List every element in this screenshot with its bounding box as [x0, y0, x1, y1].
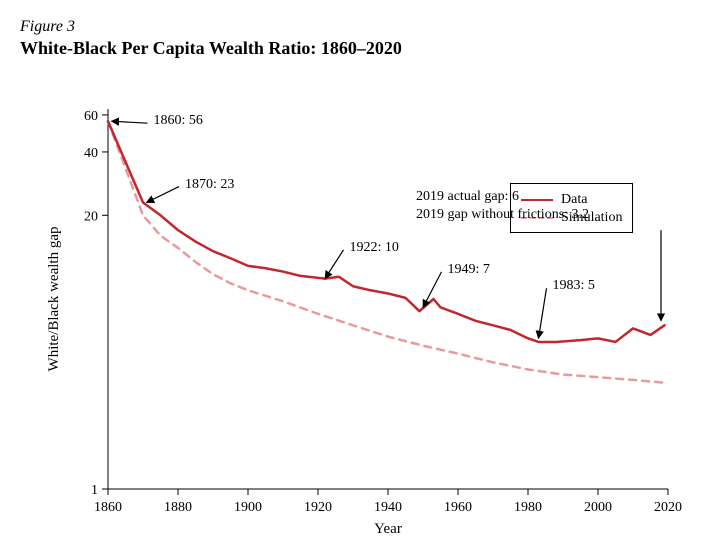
figure-title: White-Black Per Capita Wealth Ratio: 186…: [20, 38, 692, 59]
svg-text:2000: 2000: [584, 500, 612, 515]
svg-text:1: 1: [91, 483, 98, 498]
annotation-a1922: 1922: 10: [350, 239, 399, 257]
annotation-a1983: 1983: 5: [553, 277, 595, 295]
svg-text:1860: 1860: [94, 500, 122, 515]
annotation-a1860: 1860: 56: [154, 112, 203, 130]
svg-text:1900: 1900: [234, 500, 262, 515]
figure-container: Figure 3 White-Black Per Capita Wealth R…: [0, 0, 712, 548]
annotation-a1949: 1949: 7: [448, 261, 490, 279]
svg-text:60: 60: [84, 109, 98, 124]
svg-text:1880: 1880: [164, 500, 192, 515]
svg-text:20: 20: [84, 209, 98, 224]
svg-text:1980: 1980: [514, 500, 542, 515]
annotation-a1870: 1870: 23: [185, 176, 234, 194]
chart-svg: 1860 1880 1900 1920 1940 1960 1980 2000 2020 1 20 4…: [20, 69, 692, 539]
annotation-a2019: 2019 actual gap: 62019 gap without frict…: [416, 188, 589, 224]
svg-text:White/Black wealth gap: White/Black wealth gap: [46, 227, 62, 372]
svg-text:2020: 2020: [654, 500, 682, 515]
svg-text:Year: Year: [374, 521, 402, 537]
svg-text:1940: 1940: [374, 500, 402, 515]
chart-area: 1860 1880 1900 1920 1940 1960 1980 2000 2020 1 20 4…: [20, 69, 692, 539]
svg-text:1960: 1960: [444, 500, 472, 515]
svg-text:40: 40: [84, 146, 98, 161]
figure-label: Figure 3: [20, 18, 692, 36]
svg-text:1920: 1920: [304, 500, 332, 515]
